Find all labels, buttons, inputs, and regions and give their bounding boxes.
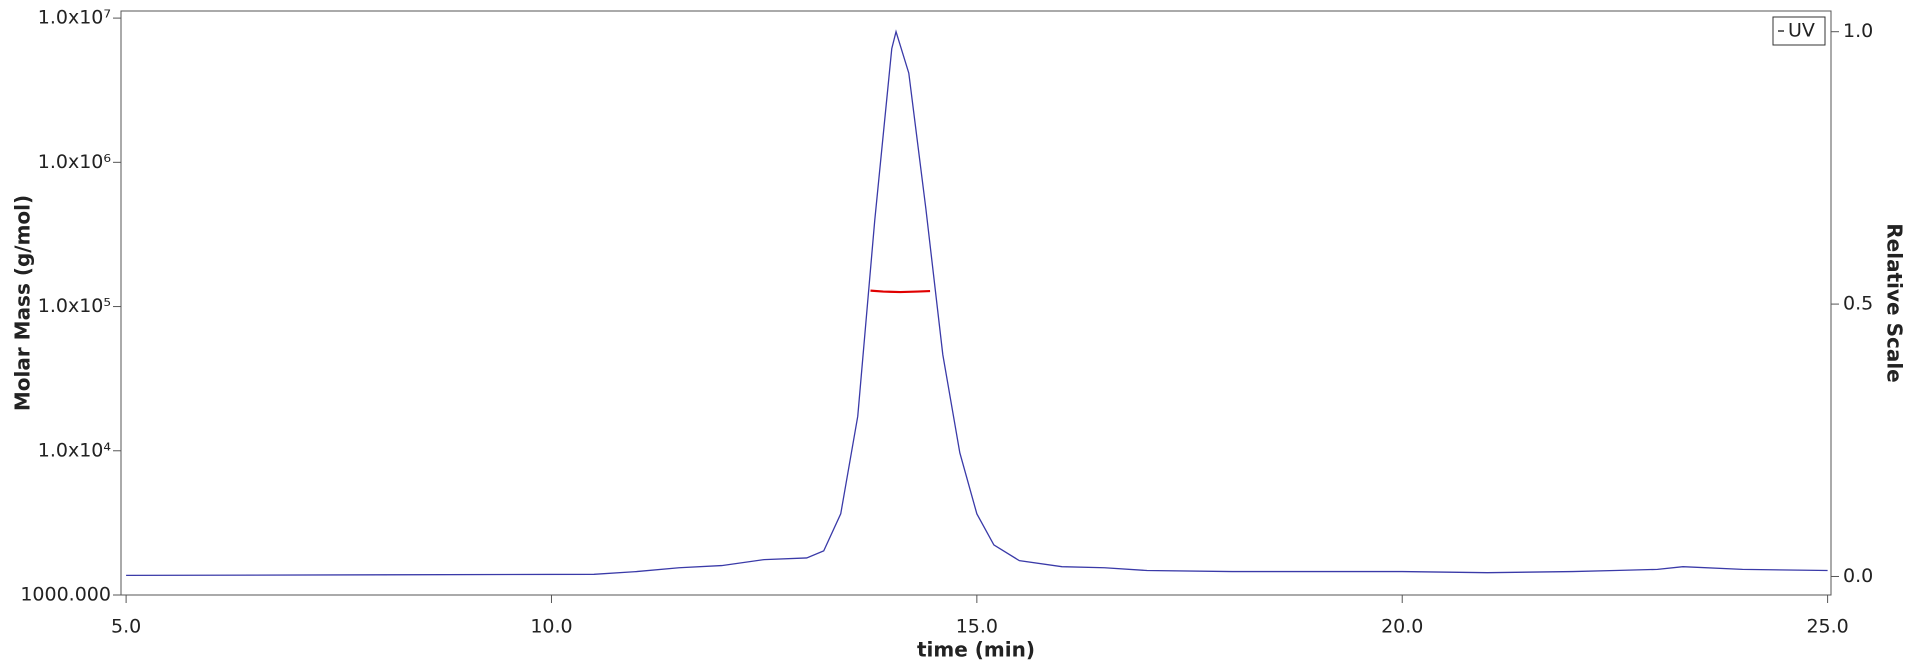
x-tick-label: 5.0 (111, 616, 141, 638)
y-tick-label: 1000.000 (20, 584, 111, 606)
x-tick-label: 20.0 (1381, 616, 1423, 638)
plot-frame (120, 10, 1832, 596)
y-tick-label: 1.0x10⁵ (38, 295, 111, 317)
y-axis-title: Molar Mass (g/mol) (11, 195, 35, 411)
x-tick-label: 25.0 (1806, 616, 1848, 638)
y-tick-label: 1.0x10⁶ (38, 151, 111, 173)
series-line (126, 29, 1828, 577)
x-tick-label: 15.0 (956, 616, 998, 638)
y-tick-label: 1.0x10⁴ (38, 439, 112, 461)
x-axis-title: time (min) (917, 638, 1035, 662)
y2-tick-label: 1.0 (1843, 20, 1873, 42)
y2-axis-title: Relative Scale (1883, 223, 1907, 382)
series-line (870, 289, 931, 294)
y2-tick-label: 0.5 (1843, 293, 1873, 315)
legend-label: UV (1788, 20, 1815, 42)
y-tick-label: 1.0x10⁷ (38, 7, 111, 29)
y2-tick-label: 0.0 (1843, 565, 1873, 587)
x-tick-label: 10.0 (530, 616, 572, 638)
